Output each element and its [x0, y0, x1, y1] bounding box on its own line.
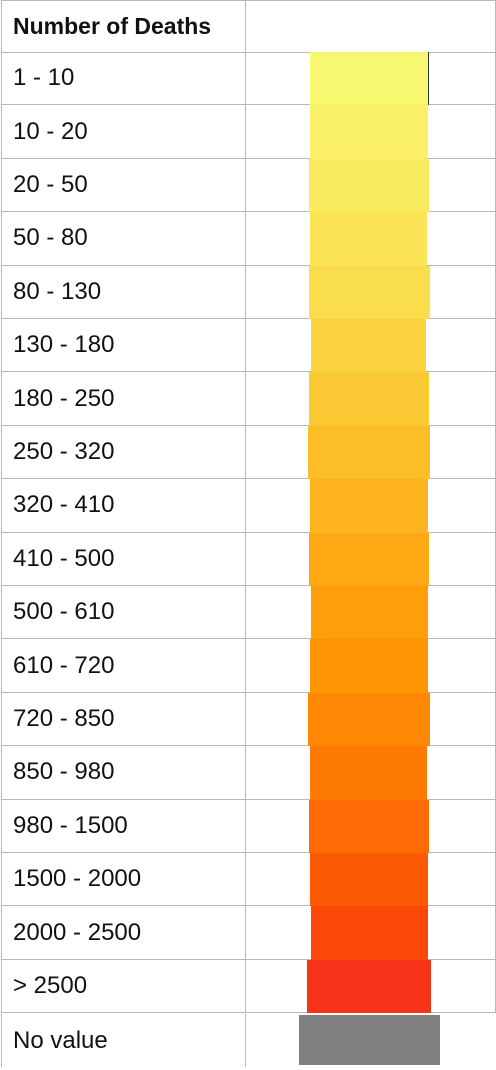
- legend-swatch-cell: [246, 425, 496, 480]
- legend-swatch-cell: [246, 586, 496, 640]
- legend-row: 130 - 180: [0, 319, 496, 373]
- legend-row: 850 - 980: [0, 746, 496, 800]
- legend-row: 180 - 250: [0, 372, 496, 426]
- legend-color-swatch: [310, 479, 428, 533]
- legend-color-swatch: [308, 692, 430, 747]
- legend-range-label: 180 - 250: [1, 372, 246, 426]
- legend-swatch-cell: [246, 105, 496, 159]
- legend-range-label: 50 - 80: [1, 212, 246, 266]
- legend-row: 980 - 1500: [0, 799, 496, 853]
- legend-row: 80 - 130: [0, 265, 496, 319]
- legend-swatch-cell: [246, 532, 496, 586]
- legend-range-label: 850 - 980: [1, 746, 246, 800]
- legend-swatch-cell: [246, 212, 496, 266]
- legend-range-label: 500 - 610: [1, 586, 246, 640]
- legend-color-swatch: [311, 906, 428, 960]
- legend-color-swatch: [310, 52, 429, 106]
- legend-row: 610 - 720: [0, 639, 496, 693]
- legend-color-swatch: [307, 959, 431, 1014]
- legend-swatch-cell: [246, 319, 496, 373]
- legend-range-label: 20 - 50: [1, 158, 246, 213]
- legend-row: 720 - 850: [0, 692, 496, 747]
- legend-color-swatch: [310, 853, 428, 907]
- legend-title: Number of Deaths: [1, 0, 246, 54]
- legend-range-label: 130 - 180: [1, 319, 246, 373]
- legend-row: 10 - 20: [0, 105, 496, 159]
- legend-swatch-cell: [246, 265, 496, 319]
- legend-row: 50 - 80: [0, 212, 496, 266]
- legend-swatch-cell: [246, 692, 496, 747]
- legend-range-label: 610 - 720: [1, 639, 246, 693]
- legend-row: 410 - 500: [0, 532, 496, 586]
- legend-row: 250 - 320: [0, 425, 496, 480]
- legend-no-value-row: No value: [0, 1014, 496, 1068]
- legend-swatch-cell: [246, 746, 496, 800]
- legend-range-label: 720 - 850: [1, 692, 246, 747]
- legend-color-swatch: [311, 586, 428, 640]
- legend-range-label: 1 - 10: [1, 52, 246, 106]
- legend-color-swatch: [308, 425, 430, 480]
- legend-range-label: 2000 - 2500: [1, 906, 246, 960]
- legend-color-swatch: [310, 639, 428, 693]
- no-value-label: No value: [1, 1014, 246, 1068]
- legend-swatch-cell: [246, 853, 496, 907]
- legend-swatch-cell: [246, 906, 496, 960]
- legend-header-row: Number of Deaths: [0, 0, 496, 54]
- legend-row: 1500 - 2000: [0, 853, 496, 907]
- legend-swatch-cell: [246, 799, 496, 853]
- legend-header-empty-cell: [246, 0, 496, 54]
- legend-color-swatch: [309, 265, 430, 319]
- legend-swatch-cell: [246, 372, 496, 426]
- legend-row: > 2500: [0, 959, 496, 1014]
- legend-color-swatch: [311, 319, 426, 373]
- legend-color-swatch: [310, 105, 428, 159]
- legend-color-swatch: [309, 799, 429, 853]
- legend-color-swatch: [309, 158, 429, 213]
- legend-range-label: 250 - 320: [1, 425, 246, 480]
- legend-range-label: > 2500: [1, 959, 246, 1014]
- legend-range-label: 410 - 500: [1, 532, 246, 586]
- legend-range-label: 10 - 20: [1, 105, 246, 159]
- legend-row: 1 - 10: [0, 52, 496, 106]
- legend-row: 500 - 610: [0, 586, 496, 640]
- legend-color-swatch: [310, 212, 427, 266]
- legend-color-swatch: [309, 372, 429, 426]
- no-value-swatch: [299, 1015, 440, 1065]
- legend-swatch-cell: [246, 158, 496, 213]
- legend-swatch-cell: [246, 639, 496, 693]
- legend-range-label: 320 - 410: [1, 479, 246, 533]
- legend-range-label: 980 - 1500: [1, 799, 246, 853]
- legend-color-swatch: [309, 532, 429, 586]
- legend-row: 20 - 50: [0, 158, 496, 213]
- legend-range-label: 1500 - 2000: [1, 853, 246, 907]
- legend-row: 2000 - 2500: [0, 906, 496, 960]
- legend-swatch-cell: [246, 52, 496, 106]
- legend-color-swatch: [310, 746, 427, 800]
- legend-range-label: 80 - 130: [1, 265, 246, 319]
- legend-swatch-cell: [246, 959, 496, 1014]
- legend-row: 320 - 410: [0, 479, 496, 533]
- legend-swatch-cell: [246, 479, 496, 533]
- no-value-swatch-cell: [246, 1014, 496, 1067]
